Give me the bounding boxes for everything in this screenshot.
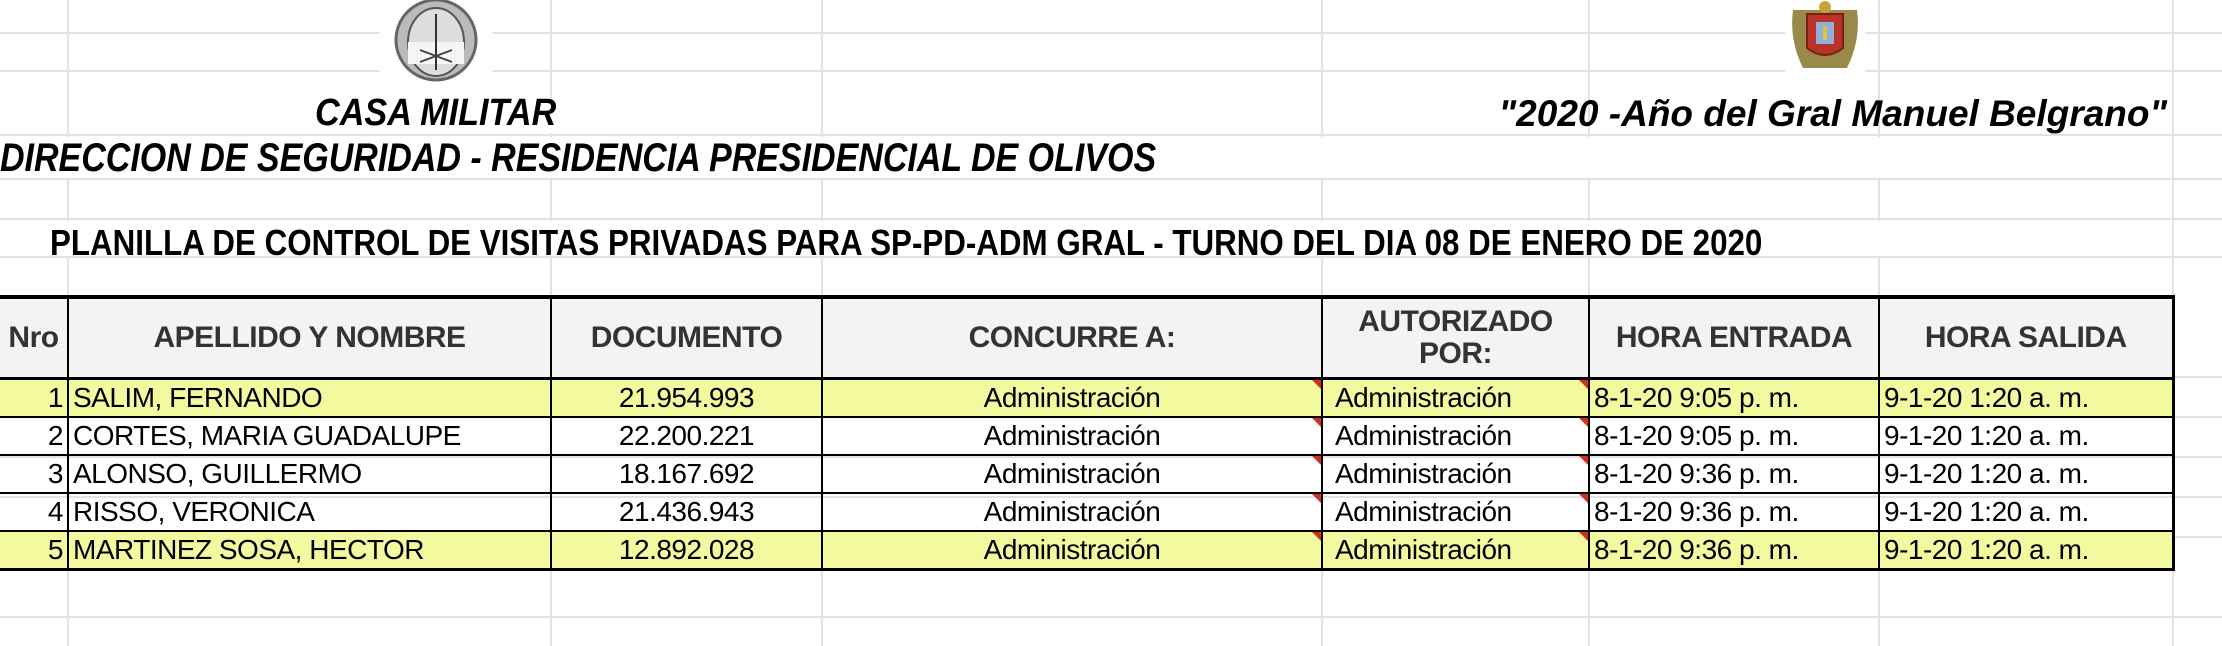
cell-concurre[interactable]: Administración	[821, 454, 1323, 494]
cell-concurre[interactable]: Administración	[821, 530, 1323, 571]
table-row: 3 ALONSO, GUILLERMO 18.167.692 Administraci…	[0, 454, 2175, 494]
table-header-row: Nro APELLIDO Y NOMBRE DOCUMENTO CONCURRE…	[0, 295, 2175, 380]
table-row: 1 SALIM, FERNANDO 21.954.993 Administración…	[0, 377, 2175, 418]
cell-nombre[interactable]: ALONSO, GUILLERMO	[67, 454, 552, 494]
cell-nro[interactable]: 3	[0, 454, 69, 494]
cell-concurre[interactable]: Administración	[821, 492, 1323, 532]
merged-row-title	[0, 221, 2172, 256]
cell-hora-salida[interactable]: 9-1-20 1:20 a. m.	[1878, 492, 2175, 532]
table-row: 5 MARTINEZ SOSA, HECTOR 12.892.028 Administ…	[0, 530, 2175, 571]
col-header-entrada: HORA ENTRADA	[1588, 295, 1880, 380]
col-header-documento: DOCUMENTO	[550, 295, 823, 380]
col-header-concurre: CONCURRE A:	[821, 295, 1323, 380]
cell-autorizado[interactable]: Administración	[1321, 454, 1590, 494]
cell-autorizado[interactable]: Administración	[1321, 377, 1590, 418]
cell-hora-salida[interactable]: 9-1-20 1:20 a. m.	[1878, 416, 2175, 456]
cell-nro[interactable]: 5	[0, 530, 69, 571]
cell-hora-entrada[interactable]: 8-1-20 9:36 p. m.	[1588, 492, 1880, 532]
visits-table: Nro APELLIDO Y NOMBRE DOCUMENTO CONCURRE…	[0, 295, 2175, 571]
merged-row-department	[0, 137, 2172, 178]
page-title: PLANILLA DE CONTROL DE VISITAS PRIVADAS …	[50, 222, 1763, 263]
department-name: DIRECCION DE SEGURIDAD - RESIDENCIA PRES…	[0, 136, 1157, 180]
cell-documento[interactable]: 21.436.943	[550, 492, 823, 532]
cell-nombre[interactable]: SALIM, FERNANDO	[67, 377, 552, 418]
org-name: CASA MILITAR	[315, 92, 557, 134]
col-header-nro: Nro	[0, 295, 69, 380]
cell-nro[interactable]: 4	[0, 492, 69, 532]
cell-concurre[interactable]: Administración	[821, 416, 1323, 456]
table-row: 2 CORTES, MARIA GUADALUPE 22.200.221 Admini…	[0, 416, 2175, 456]
col-header-salida: HORA SALIDA	[1878, 295, 2175, 380]
cell-hora-entrada[interactable]: 8-1-20 9:05 p. m.	[1588, 416, 1880, 456]
cell-documento[interactable]: 22.200.221	[550, 416, 823, 456]
cell-hora-entrada[interactable]: 8-1-20 9:36 p. m.	[1588, 454, 1880, 494]
cell-autorizado[interactable]: Administración	[1321, 492, 1590, 532]
cell-hora-salida[interactable]: 9-1-20 1:20 a. m.	[1878, 530, 2175, 571]
cell-hora-entrada[interactable]: 8-1-20 9:36 p. m.	[1588, 530, 1880, 571]
cell-documento[interactable]: 18.167.692	[550, 454, 823, 494]
cell-nro[interactable]: 2	[0, 416, 69, 456]
cell-nombre[interactable]: RISSO, VERONICA	[67, 492, 552, 532]
motto: "2020 -Año del Gral Manuel Belgrano"	[1498, 93, 2167, 134]
cell-documento[interactable]: 21.954.993	[550, 377, 823, 418]
cell-hora-salida[interactable]: 9-1-20 1:20 a. m.	[1878, 377, 2175, 418]
cell-nombre[interactable]: CORTES, MARIA GUADALUPE	[67, 416, 552, 456]
cell-hora-entrada[interactable]: 8-1-20 9:05 p. m.	[1588, 377, 1880, 418]
cell-autorizado[interactable]: Administración	[1321, 416, 1590, 456]
cell-documento[interactable]: 12.892.028	[550, 530, 823, 571]
col-header-autorizado: AUTORIZADO POR:	[1321, 295, 1590, 380]
cell-nro[interactable]: 1	[0, 377, 69, 418]
cell-autorizado[interactable]: Administración	[1321, 530, 1590, 571]
cell-hora-salida[interactable]: 9-1-20 1:20 a. m.	[1878, 454, 2175, 494]
cell-nombre[interactable]: MARTINEZ SOSA, HECTOR	[67, 530, 552, 571]
table-row: 4 RISSO, VERONICA 21.436.943 Administración…	[0, 492, 2175, 532]
argentina-coat-of-arms-icon	[380, 0, 492, 86]
cell-concurre[interactable]: Administración	[821, 377, 1323, 418]
col-header-nombre: APELLIDO Y NOMBRE	[67, 295, 552, 380]
casa-militar-coat-of-arms-icon	[1785, 0, 1865, 75]
